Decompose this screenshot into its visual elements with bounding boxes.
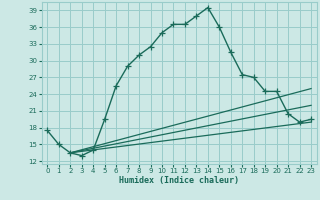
X-axis label: Humidex (Indice chaleur): Humidex (Indice chaleur) — [119, 176, 239, 185]
